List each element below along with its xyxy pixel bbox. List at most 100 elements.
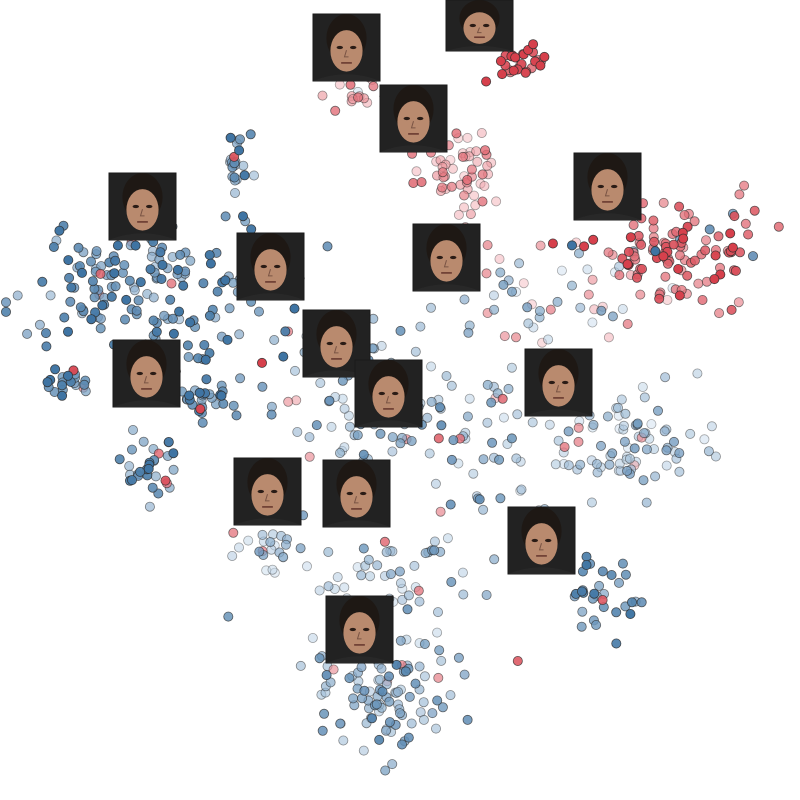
scatter-point: [611, 607, 622, 618]
scatter-point: [95, 313, 106, 324]
scatter-point: [692, 368, 703, 379]
scatter-point: [201, 374, 212, 385]
scatter-point: [649, 236, 660, 247]
scatter-point: [637, 263, 648, 274]
scatter-point: [37, 276, 48, 287]
scatter-point: [510, 332, 521, 343]
scatter-point: [172, 264, 183, 275]
scatter-point: [727, 242, 738, 253]
scatter-point: [437, 167, 448, 178]
scatter-point: [87, 276, 98, 287]
scatter-point: [478, 454, 489, 465]
scatter-point: [229, 187, 240, 198]
scatter-point: [739, 180, 750, 191]
scatter-point: [462, 411, 473, 422]
scatter-point: [660, 271, 671, 282]
scatter-point: [575, 302, 586, 313]
scatter-point: [516, 484, 527, 495]
scatter-point: [678, 233, 689, 244]
scatter-point: [182, 340, 193, 351]
scatter-point: [86, 256, 97, 267]
scatter-point: [269, 334, 280, 345]
scatter-point: [488, 290, 499, 301]
scatter-point: [743, 229, 754, 240]
scatter-point: [689, 216, 700, 227]
scatter-point: [54, 225, 65, 236]
scatter-point: [495, 267, 506, 278]
scatter-point: [636, 239, 647, 250]
scatter-point: [384, 696, 395, 707]
scatter-point: [659, 426, 670, 437]
scatter-point: [482, 160, 493, 171]
scatter-point: [403, 732, 414, 743]
scatter-point: [138, 436, 149, 447]
scatter-point: [730, 265, 741, 276]
scatter-point: [479, 180, 490, 191]
scatter-point: [679, 210, 690, 221]
scatter-point: [339, 582, 350, 593]
scatter-point: [429, 545, 440, 556]
scatter-point: [283, 396, 294, 407]
scatter-point: [625, 232, 636, 243]
scatter-point: [353, 92, 364, 103]
scatter-point: [426, 361, 437, 372]
scatter-point: [506, 286, 517, 297]
scatter-point: [512, 409, 523, 420]
scatter-point: [660, 372, 671, 383]
scatter-point: [547, 238, 558, 249]
scatter-point: [650, 246, 661, 257]
face-man-right-1: [524, 348, 593, 417]
scatter-point: [371, 699, 382, 710]
scatter-point: [256, 357, 267, 368]
scatter-point: [130, 240, 141, 251]
scatter-point: [639, 428, 650, 439]
scatter-point: [334, 447, 345, 458]
scatter-point: [603, 247, 614, 258]
scatter-point: [131, 305, 142, 316]
scatter-point: [535, 60, 546, 71]
scatter-point: [157, 259, 168, 270]
scatter-point: [368, 81, 379, 92]
scatter-point: [422, 412, 433, 423]
scatter-point: [619, 436, 630, 447]
scatter-point: [304, 451, 315, 462]
scatter-point: [304, 432, 315, 443]
scatter-point: [559, 441, 570, 452]
scatter-point: [625, 609, 636, 620]
scatter-point: [377, 686, 388, 697]
scatter-point: [685, 428, 696, 439]
face-man-right-2: [507, 506, 576, 575]
scatter-point: [469, 190, 480, 201]
scatter-point: [168, 448, 179, 459]
scatter-point: [636, 597, 647, 608]
scatter-point: [522, 302, 533, 313]
scatter-point: [379, 536, 390, 547]
scatter-point: [374, 734, 385, 745]
scatter-point: [395, 635, 406, 646]
scatter-point: [639, 392, 650, 403]
scatter-point: [543, 334, 554, 345]
scatter-point: [650, 471, 661, 482]
scatter-point: [127, 424, 138, 435]
scatter-point: [579, 241, 590, 252]
scatter-point: [673, 263, 684, 274]
scatter-point: [319, 708, 330, 719]
scatter-point: [462, 714, 473, 725]
scatter-point: [156, 273, 167, 284]
scatter-point: [464, 393, 475, 404]
face-woman-center: [412, 223, 481, 292]
scatter-point: [596, 440, 607, 451]
scatter-point: [358, 449, 369, 460]
scatter-point: [358, 745, 369, 756]
scatter-point: [613, 402, 624, 413]
scatter-point: [234, 145, 245, 156]
scatter-point: [408, 177, 419, 188]
scatter-point: [392, 686, 403, 697]
scatter-point: [395, 578, 406, 589]
scatter-point: [127, 444, 138, 455]
scatter-point: [662, 294, 673, 305]
scatter-point: [508, 65, 519, 76]
scatter-point: [124, 461, 135, 472]
scatter-point: [550, 459, 561, 470]
